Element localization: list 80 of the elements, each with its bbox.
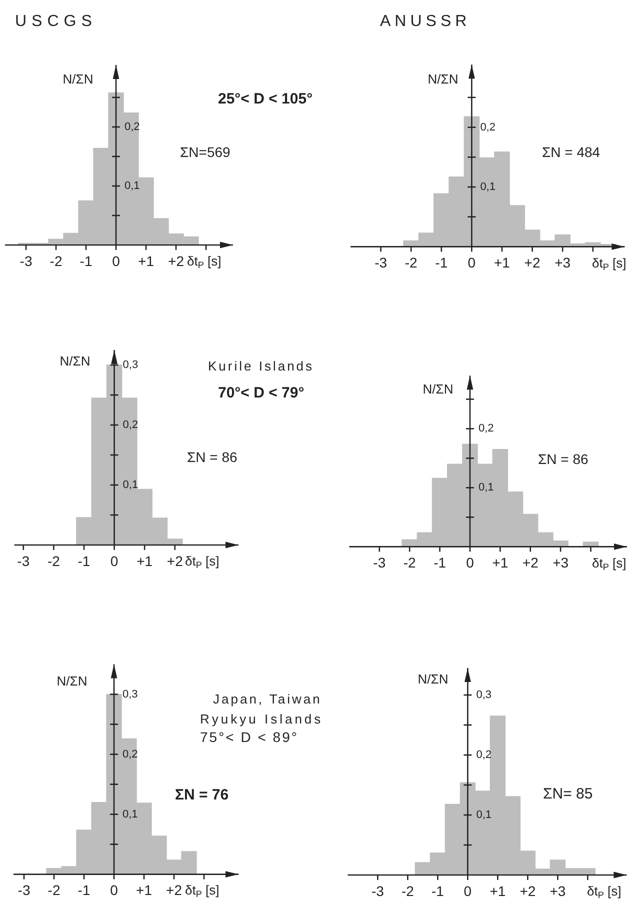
y-axis-title: N/ΣN <box>56 674 88 690</box>
y-tick-label: 0,3 <box>122 688 138 700</box>
x-tick-label: -2 <box>403 554 416 571</box>
x-tick-label: +1 <box>490 882 506 899</box>
x-tick-label: -3 <box>17 552 30 569</box>
x-tick-label: +2 <box>520 882 536 899</box>
x-tick-label: +2 <box>522 554 539 571</box>
annotation: 25°< D < 105° <box>218 90 313 108</box>
y-tick-label: 0,3 <box>476 689 492 702</box>
x-tick-label: -3 <box>371 882 384 899</box>
x-tick-label: -2 <box>404 254 418 271</box>
x-tick-label: -1 <box>78 552 90 569</box>
x-tick-label: +1 <box>494 254 510 271</box>
annotation: Japan, Taiwan <box>213 692 322 708</box>
x-tick-label: +2 <box>524 254 540 271</box>
chart-title: USCGS <box>15 12 97 32</box>
x-tick-label: +2 <box>168 252 184 269</box>
x-axis-title: δt$_{P}$ [s] <box>592 555 626 572</box>
annotation: 70°< D < 79° <box>218 384 304 402</box>
x-tick-label: +1 <box>136 882 152 898</box>
annotation: ΣN = 86 <box>187 448 238 466</box>
y-tick-label: 0,1 <box>476 809 492 822</box>
x-tick-label: +3 <box>554 254 571 271</box>
x-tick-label: 0 <box>110 552 118 569</box>
annotation: ΣN = 484 <box>542 144 600 160</box>
annotation: ΣN = 86 <box>538 450 588 468</box>
x-axis-title: δt$_{P}$ [s] <box>185 554 220 570</box>
x-axis-title: δt$_{P}$ [s] <box>185 882 220 900</box>
x-tick-label: 0 <box>466 554 474 571</box>
x-axis-title: δt$_{P}$ [s] <box>587 884 622 900</box>
y-tick-label: 0,1 <box>124 180 140 192</box>
y-axis-title: N/ΣN <box>60 354 90 370</box>
x-tick-label: -3 <box>373 554 386 571</box>
x-tick-label: -2 <box>401 882 414 899</box>
x-tick-label: -1 <box>80 252 92 269</box>
annotation: ΣN= 85 <box>543 785 593 803</box>
x-tick-label: 0 <box>468 254 476 271</box>
x-tick-label: -3 <box>20 252 32 269</box>
x-tick-label: +1 <box>136 552 153 569</box>
y-tick-label: 0,3 <box>122 359 138 372</box>
y-tick-label: 0,2 <box>480 121 496 134</box>
x-tick-label: -2 <box>50 252 62 269</box>
annotation: Ryukyu Islands <box>200 712 324 728</box>
y-tick-label: 0,2 <box>476 749 492 762</box>
x-tick-label: -3 <box>18 882 30 898</box>
x-tick-label: +2 <box>166 882 182 898</box>
x-tick-label: -1 <box>434 554 446 571</box>
y-axis-title: N/ΣN <box>418 672 448 688</box>
annotation: ΣN=569 <box>180 144 230 160</box>
x-tick-label: -2 <box>47 552 60 569</box>
x-tick-label: +2 <box>166 552 184 569</box>
x-tick-label: 0 <box>110 882 118 898</box>
x-tick-label: +3 <box>552 554 569 571</box>
x-axis-title: δt$_{P}$ [s] <box>592 255 626 272</box>
x-tick-label: -2 <box>48 882 60 898</box>
x-tick-label: +1 <box>138 252 154 269</box>
x-tick-label: +3 <box>550 882 566 899</box>
y-tick-label: 0,1 <box>122 808 138 820</box>
x-tick-label: -1 <box>431 882 444 899</box>
y-tick-label: 0,2 <box>478 422 494 435</box>
chart-title: ANUSSR <box>380 12 471 32</box>
y-axis-title: N/ΣN <box>422 382 454 398</box>
y-axis-title: N/ΣN <box>428 72 458 88</box>
annotation: ΣN = 76 <box>175 786 229 804</box>
annotation: Kurile Islands <box>208 358 314 374</box>
y-tick-label: 0,1 <box>480 181 496 194</box>
x-tick-label: -3 <box>374 254 388 271</box>
y-tick-label: 0,2 <box>124 121 140 133</box>
x-tick-label: -1 <box>435 254 448 271</box>
y-tick-label: 0,2 <box>122 748 138 760</box>
x-tick-label: +1 <box>492 554 508 571</box>
y-axis-title: N/ΣN <box>62 72 94 88</box>
x-axis-title: δt$_{P}$ [s] <box>187 254 222 270</box>
y-tick-label: 0,2 <box>122 419 138 432</box>
y-tick-label: 0,1 <box>478 482 494 494</box>
x-tick-label: -1 <box>78 882 90 898</box>
x-tick-label: 0 <box>112 252 120 269</box>
annotation: 75°< D < 89° <box>200 728 298 746</box>
y-tick-label: 0,1 <box>122 479 138 492</box>
x-tick-label: 0 <box>464 882 472 899</box>
